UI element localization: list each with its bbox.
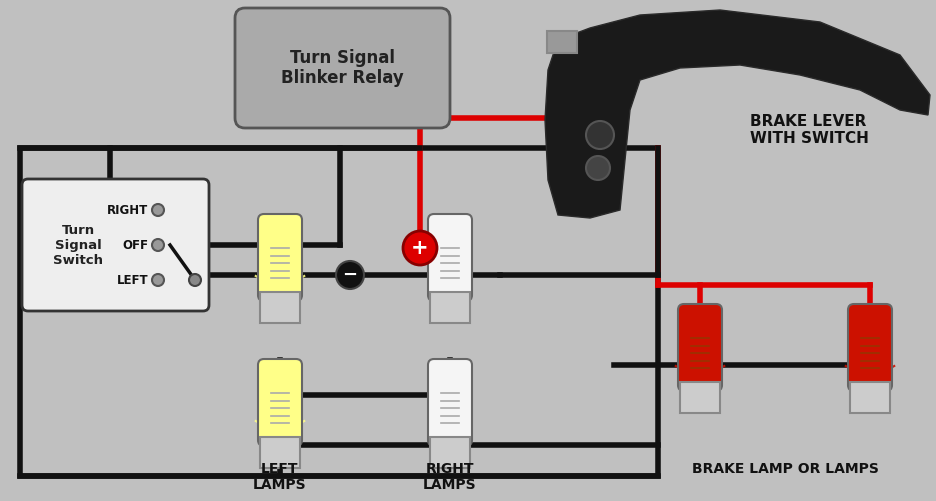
Text: Turn Signal
Blinker Relay: Turn Signal Blinker Relay (281, 49, 403, 87)
Text: OFF: OFF (122, 238, 148, 252)
FancyBboxPatch shape (428, 359, 472, 446)
FancyBboxPatch shape (547, 31, 577, 53)
Bar (20, 148, 658, 476)
Circle shape (586, 156, 610, 180)
Text: BRAKE LEVER
WITH SWITCH: BRAKE LEVER WITH SWITCH (750, 114, 869, 146)
Text: RIGHT: RIGHT (107, 203, 148, 216)
FancyBboxPatch shape (848, 304, 892, 391)
FancyBboxPatch shape (428, 214, 472, 301)
Circle shape (336, 261, 364, 289)
FancyBboxPatch shape (680, 382, 720, 413)
Circle shape (586, 121, 614, 149)
Circle shape (189, 274, 201, 286)
Circle shape (152, 274, 164, 286)
Text: −: − (343, 266, 358, 284)
Text: RIGHT
LAMPS: RIGHT LAMPS (423, 462, 476, 492)
Text: Turn
Signal
Switch: Turn Signal Switch (53, 223, 103, 267)
FancyBboxPatch shape (430, 437, 470, 468)
Text: LEFT
LAMPS: LEFT LAMPS (253, 462, 307, 492)
FancyBboxPatch shape (258, 359, 302, 446)
FancyBboxPatch shape (850, 382, 890, 413)
FancyBboxPatch shape (430, 292, 470, 323)
Text: LEFT: LEFT (116, 274, 148, 287)
FancyBboxPatch shape (258, 214, 302, 301)
Text: +: + (411, 238, 429, 258)
FancyBboxPatch shape (22, 179, 209, 311)
Circle shape (403, 231, 437, 265)
FancyBboxPatch shape (260, 437, 300, 468)
FancyBboxPatch shape (678, 304, 722, 391)
FancyBboxPatch shape (260, 292, 300, 323)
FancyBboxPatch shape (235, 8, 450, 128)
Polygon shape (545, 10, 930, 218)
Circle shape (152, 239, 164, 251)
Circle shape (152, 204, 164, 216)
Text: BRAKE LAMP OR LAMPS: BRAKE LAMP OR LAMPS (692, 462, 879, 476)
